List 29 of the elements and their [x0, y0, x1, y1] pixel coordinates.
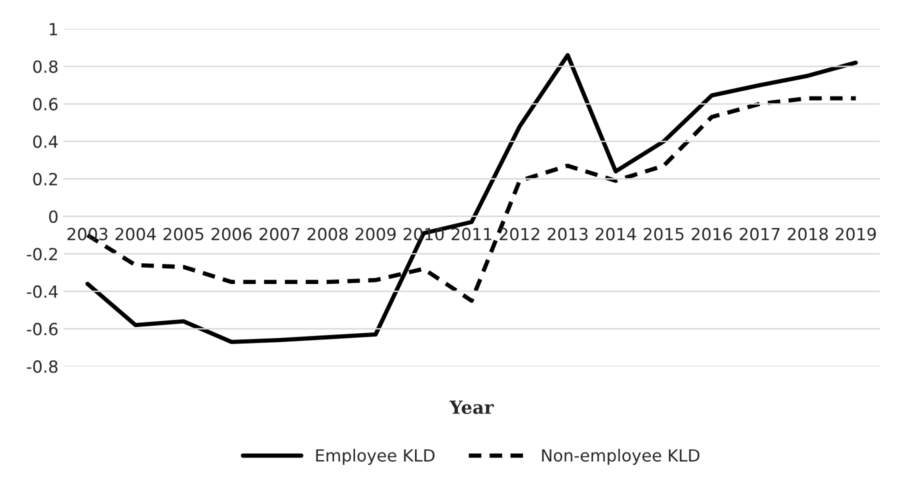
x-tick-label: 2013: [548, 228, 588, 240]
x-tick-label: 2019: [836, 228, 876, 240]
y-tick-label: -0.4: [26, 285, 58, 298]
x-tick-label: 2009: [356, 228, 396, 240]
x-tick-label: 2008: [308, 228, 348, 240]
x-tick-label: 2014: [596, 228, 636, 240]
y-tick-label: 0.8: [33, 60, 58, 73]
legend-label: Non-employee KLD: [542, 448, 700, 465]
x-tick-label: 2017: [740, 228, 780, 240]
x-tick-label: 2011: [452, 228, 492, 240]
x-tick-label: 2012: [500, 228, 540, 240]
x-tick-label: 2006: [212, 228, 252, 240]
x-axis-title: Year: [449, 400, 494, 414]
y-tick-label: 0: [49, 210, 58, 223]
x-tick-label: 2004: [116, 228, 156, 240]
y-tick-label: -0.8: [26, 360, 58, 373]
x-tick-label: 2007: [260, 228, 300, 240]
x-tick-label: 2018: [788, 228, 828, 240]
x-tick-label: 2003: [68, 228, 108, 240]
y-tick-label: 0.6: [33, 98, 58, 110]
x-tick-label: 2015: [644, 228, 684, 240]
y-tick-label: 0.2: [33, 172, 57, 186]
y-tick-label: -0.6: [26, 322, 58, 336]
x-tick-label: 2005: [164, 228, 204, 240]
x-tick-label: 2016: [692, 228, 732, 240]
y-tick-label: -0.2: [26, 248, 57, 260]
y-tick-label: 0.4: [33, 135, 58, 148]
legend-label: Employee KLD: [316, 448, 434, 465]
y-tick-label: 1: [50, 23, 58, 36]
